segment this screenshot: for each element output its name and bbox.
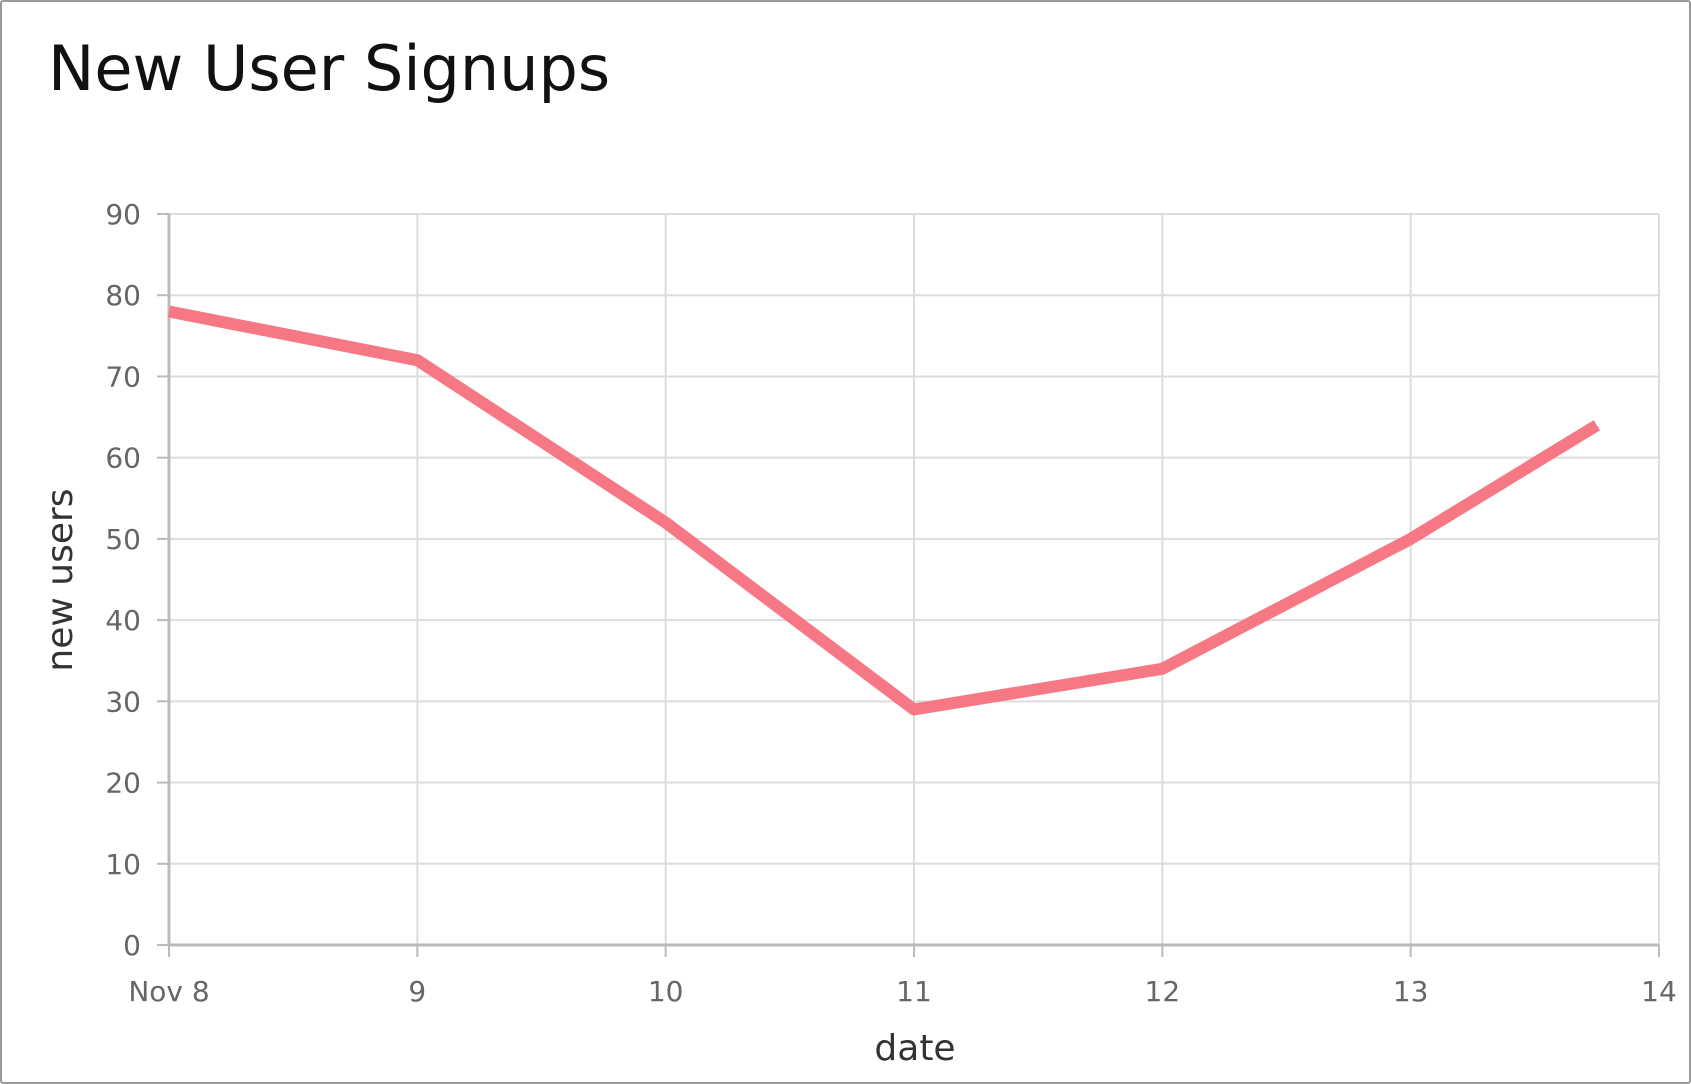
x-tick-label: Nov 8 [128,975,209,1008]
y-axis-title: new users [40,488,81,671]
series-layer [167,305,1601,716]
x-tick-label: 9 [408,975,426,1008]
x-tick-label: 13 [1393,975,1429,1008]
tick-labels: 0 10 20 30 40 50 60 70 80 90 Nov 8 9 10 11 12 13 14 [105,198,1676,1008]
y-tick-label: 50 [105,523,141,556]
y-tick-label: 20 [105,767,141,800]
chart-title: New User Signups [48,32,611,105]
x-tick-label: 10 [648,975,684,1008]
x-tick-label: 11 [896,975,932,1008]
axes [157,213,1660,957]
x-axis-title: date [874,1028,955,1069]
y-tick-label: 70 [105,360,141,393]
y-tick-label: 40 [105,604,141,637]
y-tick-label: 90 [105,198,141,231]
y-tick-label: 0 [123,929,141,962]
x-tick-label: 14 [1641,975,1677,1008]
y-tick-label: 30 [105,685,141,718]
grid-lines [168,213,1660,946]
y-tick-label: 80 [105,279,141,312]
y-tick-label: 60 [105,442,141,475]
x-tick-label: 12 [1145,975,1181,1008]
series-line [167,305,1601,716]
y-tick-label: 10 [105,848,141,881]
